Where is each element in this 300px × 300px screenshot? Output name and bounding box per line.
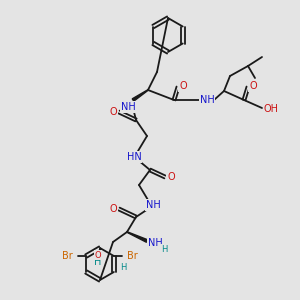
Polygon shape [127, 232, 148, 242]
Text: NH: NH [148, 238, 162, 248]
Text: Br: Br [128, 251, 138, 261]
Polygon shape [132, 90, 148, 101]
Text: HN: HN [127, 152, 141, 162]
Text: O: O [109, 204, 117, 214]
Text: NH: NH [121, 102, 135, 112]
Text: NH: NH [200, 95, 214, 105]
Text: H: H [161, 244, 167, 253]
Text: O: O [95, 250, 101, 260]
Text: O: O [179, 81, 187, 91]
Text: O: O [167, 172, 175, 182]
Text: H: H [94, 257, 102, 267]
Text: Br: Br [62, 251, 73, 261]
Text: O: O [109, 107, 117, 117]
Text: H: H [120, 263, 126, 272]
Text: O: O [249, 81, 257, 91]
Text: OH: OH [263, 104, 278, 114]
Text: NH: NH [146, 200, 160, 210]
